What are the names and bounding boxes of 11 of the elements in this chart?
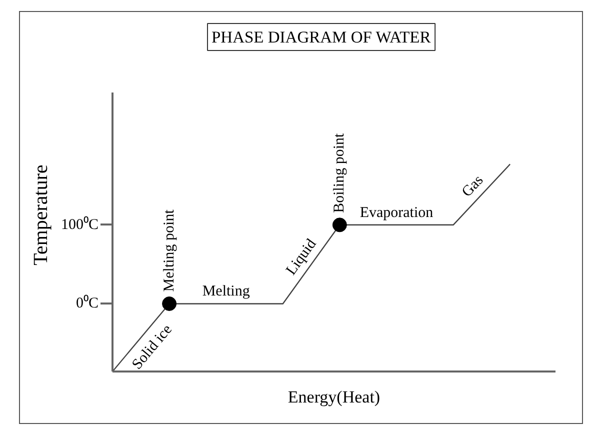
x-axis-title: Energy(Heat)	[288, 388, 380, 406]
y-axis-title: Temperature	[30, 164, 52, 266]
annotation: Melting point	[161, 208, 178, 292]
annotation: Melting	[202, 284, 250, 300]
y-tick-label: 100⁰C	[60, 216, 99, 233]
annotation: Evaporation	[360, 204, 434, 221]
annotation: Gas	[459, 172, 487, 200]
chart-title: PHASE DIAGRAM OF WATER	[212, 28, 431, 46]
y-tick-label: 0⁰C	[76, 294, 99, 312]
annotation: Boiling point	[332, 132, 348, 213]
line-series	[112, 164, 511, 372]
